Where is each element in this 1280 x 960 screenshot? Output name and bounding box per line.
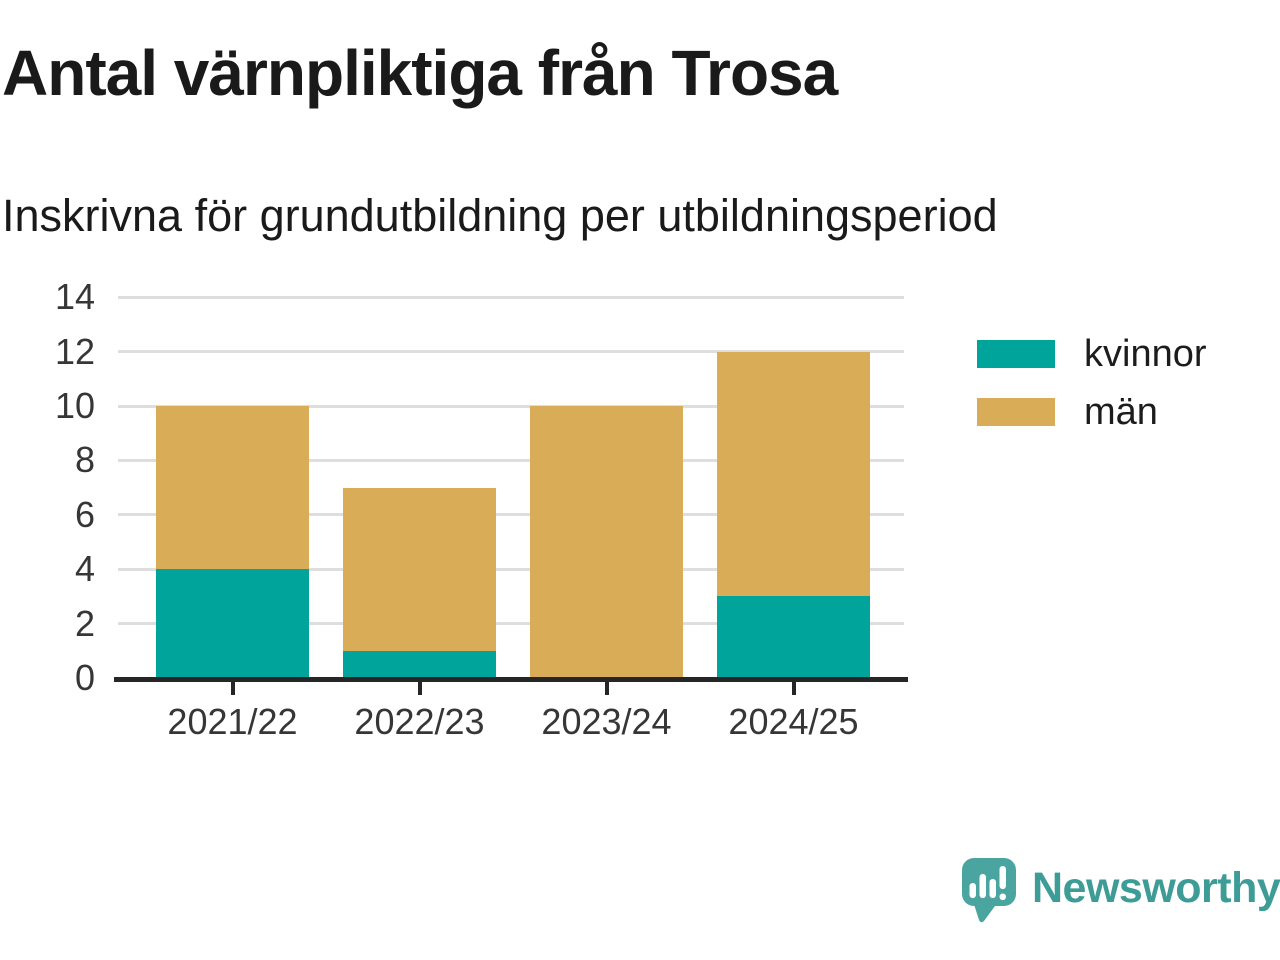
- brand-name: Newsworthy: [1032, 864, 1280, 912]
- gridline: [118, 458, 904, 462]
- y-axis-label: 8: [74, 439, 95, 481]
- y-axis-label: 2: [74, 602, 95, 644]
- legend-label: män: [1084, 390, 1158, 433]
- bar-segment-män: [156, 406, 309, 570]
- brand-footer: Newsworthy: [962, 858, 1280, 924]
- x-axis-label: 2024/25: [728, 701, 859, 742]
- y-axis-label: 10: [54, 385, 95, 426]
- gridline: [118, 295, 904, 299]
- y-axis-label: 14: [54, 276, 95, 318]
- chart-title: Antal värnpliktiga från Trosa: [2, 37, 838, 109]
- bar-segment-kvinnor: [343, 650, 496, 678]
- legend-item: män: [977, 390, 1207, 433]
- bar-segment-män: [343, 487, 496, 651]
- legend-item: kvinnor: [977, 332, 1207, 375]
- y-axis-label: 6: [74, 493, 95, 535]
- x-axis-label: 2021/22: [167, 701, 298, 742]
- y-axis-label: 12: [54, 330, 95, 372]
- x-axis-label: 2022/23: [354, 701, 485, 742]
- gridline: [118, 404, 904, 408]
- bar-segment-män: [717, 351, 870, 597]
- x-axis-tick: [417, 681, 422, 695]
- chart-subtitle: Inskrivna för grundutbildning per utbild…: [2, 190, 998, 241]
- gridline: [118, 622, 904, 626]
- legend-swatch: [977, 398, 1055, 426]
- x-axis-tick: [604, 681, 609, 695]
- x-axis-tick: [230, 681, 235, 695]
- y-axis-label: 4: [74, 548, 95, 590]
- bar-segment-kvinnor: [156, 569, 309, 678]
- legend: kvinnor män: [977, 332, 1207, 451]
- newsworthy-logo-icon: [962, 858, 1016, 923]
- legend-label: kvinnor: [1084, 332, 1207, 375]
- gridline: [118, 350, 904, 354]
- x-axis-label: 2023/24: [541, 701, 672, 742]
- x-axis-line: [114, 677, 908, 682]
- bar-segment-kvinnor: [717, 596, 870, 678]
- y-axis-label: 0: [74, 657, 95, 698]
- legend-swatch: [977, 340, 1055, 368]
- bar-segment-män: [530, 406, 683, 678]
- gridline: [118, 567, 904, 571]
- gridline: [118, 513, 904, 517]
- x-axis-tick: [791, 681, 796, 695]
